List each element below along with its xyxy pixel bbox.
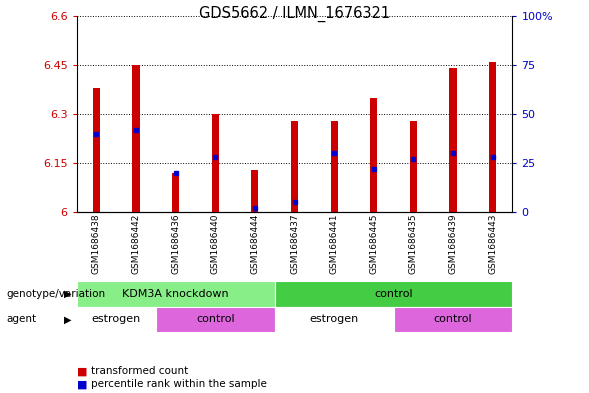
Bar (252, 170, 259, 212)
Bar (449, 68, 456, 212)
Bar (274, 281, 512, 307)
Text: ▶: ▶ (64, 289, 71, 299)
Text: ■: ■ (77, 366, 87, 376)
Bar (156, 307, 274, 332)
Text: genotype/variation: genotype/variation (6, 289, 105, 299)
Text: ▶: ▶ (64, 314, 71, 324)
Bar (291, 121, 298, 212)
Text: KDM3A knockdown: KDM3A knockdown (123, 289, 229, 299)
Bar (211, 114, 219, 212)
Text: control: control (196, 314, 234, 324)
Bar (77, 307, 156, 332)
Text: estrogen: estrogen (309, 314, 359, 324)
Text: ■: ■ (77, 379, 87, 389)
Text: control: control (434, 314, 472, 324)
Bar (489, 62, 496, 212)
Text: percentile rank within the sample: percentile rank within the sample (91, 379, 267, 389)
Text: control: control (374, 289, 413, 299)
Bar (393, 307, 512, 332)
Bar (93, 88, 100, 212)
Text: estrogen: estrogen (91, 314, 141, 324)
Bar (370, 97, 378, 212)
Bar (330, 121, 337, 212)
Bar (172, 173, 179, 212)
Text: transformed count: transformed count (91, 366, 188, 376)
Text: agent: agent (6, 314, 36, 324)
Bar (274, 307, 393, 332)
Bar (410, 121, 417, 212)
Text: GDS5662 / ILMN_1676321: GDS5662 / ILMN_1676321 (199, 6, 390, 22)
Bar (133, 65, 140, 212)
Bar (77, 281, 274, 307)
